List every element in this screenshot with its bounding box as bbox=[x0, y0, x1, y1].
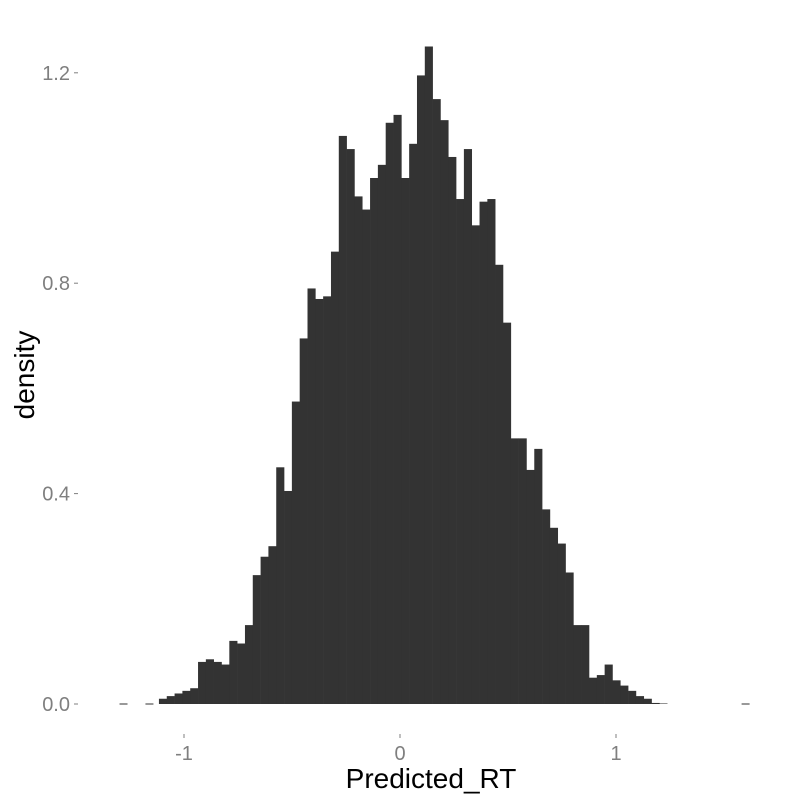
histogram-bar bbox=[581, 625, 590, 704]
histogram-bar bbox=[338, 135, 347, 705]
histogram-bar bbox=[456, 199, 465, 705]
histogram-bar bbox=[565, 572, 574, 704]
histogram-bar bbox=[518, 438, 527, 704]
histogram-bar bbox=[424, 46, 433, 704]
histogram-bar bbox=[440, 120, 449, 704]
histogram-bar bbox=[502, 322, 512, 704]
histogram-bar bbox=[393, 114, 402, 704]
histogram-bar bbox=[213, 661, 222, 704]
histogram-bar bbox=[182, 690, 191, 704]
histogram-bar bbox=[409, 143, 418, 704]
histogram-bar bbox=[635, 696, 645, 704]
histogram-bar bbox=[174, 693, 183, 704]
histogram-bar bbox=[401, 178, 410, 704]
histogram-bar bbox=[463, 149, 473, 704]
histogram-bar bbox=[377, 164, 386, 705]
histogram-bar bbox=[416, 75, 426, 705]
y-tick-label: 0.4 bbox=[42, 484, 70, 506]
histogram-bar bbox=[299, 338, 308, 704]
histogram-bar bbox=[589, 677, 598, 704]
histogram-bar bbox=[370, 178, 379, 704]
histogram-bar bbox=[542, 509, 551, 704]
histogram-bar bbox=[510, 438, 519, 704]
histogram-bar bbox=[362, 209, 371, 704]
histogram-bar bbox=[604, 664, 613, 704]
histogram-bar bbox=[573, 625, 582, 704]
x-tick-label: 0 bbox=[394, 743, 405, 765]
histogram-bar bbox=[260, 556, 269, 704]
histogram-bar bbox=[557, 543, 566, 704]
histogram-bar bbox=[158, 698, 168, 704]
histogram-bar bbox=[432, 99, 441, 705]
histogram-bar bbox=[190, 688, 199, 704]
histogram-bar bbox=[205, 659, 214, 704]
histogram-bar bbox=[330, 251, 340, 704]
histogram-bar bbox=[628, 690, 637, 704]
y-tick-label: 0.8 bbox=[42, 273, 70, 295]
x-tick-label: -1 bbox=[175, 743, 193, 765]
histogram-bar bbox=[221, 664, 230, 704]
histogram-bar bbox=[346, 149, 355, 704]
histogram-bar bbox=[471, 225, 480, 704]
histogram-bar bbox=[244, 625, 254, 704]
y-tick-label: 0.0 bbox=[42, 694, 70, 716]
histogram-bar bbox=[291, 401, 300, 704]
histogram-bar bbox=[323, 296, 332, 704]
histogram-bar bbox=[354, 196, 363, 704]
histogram-bar bbox=[268, 546, 277, 704]
x-tick-label: 1 bbox=[610, 743, 621, 765]
histogram-bar bbox=[534, 448, 543, 704]
histogram-bar bbox=[284, 490, 293, 704]
histogram-bar bbox=[448, 156, 457, 704]
histogram-bar bbox=[315, 298, 324, 704]
histogram-bar bbox=[237, 643, 246, 704]
histogram-bar bbox=[252, 575, 261, 704]
histogram-bar bbox=[385, 122, 394, 704]
histogram-bar bbox=[651, 702, 660, 704]
histogram-bar bbox=[229, 640, 238, 704]
histogram-bar bbox=[479, 201, 488, 705]
histogram-bar bbox=[166, 696, 175, 704]
histogram-bar bbox=[307, 288, 316, 704]
histogram-bar bbox=[276, 467, 285, 704]
x-axis: -1 0 1 bbox=[175, 734, 622, 765]
x-axis-title: Predicted_RT bbox=[346, 763, 517, 794]
histogram-bar bbox=[596, 675, 605, 704]
histogram-bar bbox=[620, 685, 629, 704]
histogram-bar bbox=[495, 264, 504, 704]
histogram-bars bbox=[158, 46, 668, 705]
histogram-bar bbox=[612, 680, 621, 704]
histogram-bar bbox=[487, 199, 496, 705]
y-axis: 0.0 0.4 0.8 1.2 bbox=[42, 63, 78, 716]
histogram-bar bbox=[526, 469, 535, 704]
histogram-bar bbox=[198, 661, 207, 704]
histogram-bar bbox=[549, 527, 559, 704]
histogram-bar bbox=[659, 703, 668, 704]
y-axis-title: density bbox=[9, 331, 40, 420]
histogram-bar bbox=[643, 698, 652, 704]
y-tick-label: 1.2 bbox=[42, 63, 70, 85]
